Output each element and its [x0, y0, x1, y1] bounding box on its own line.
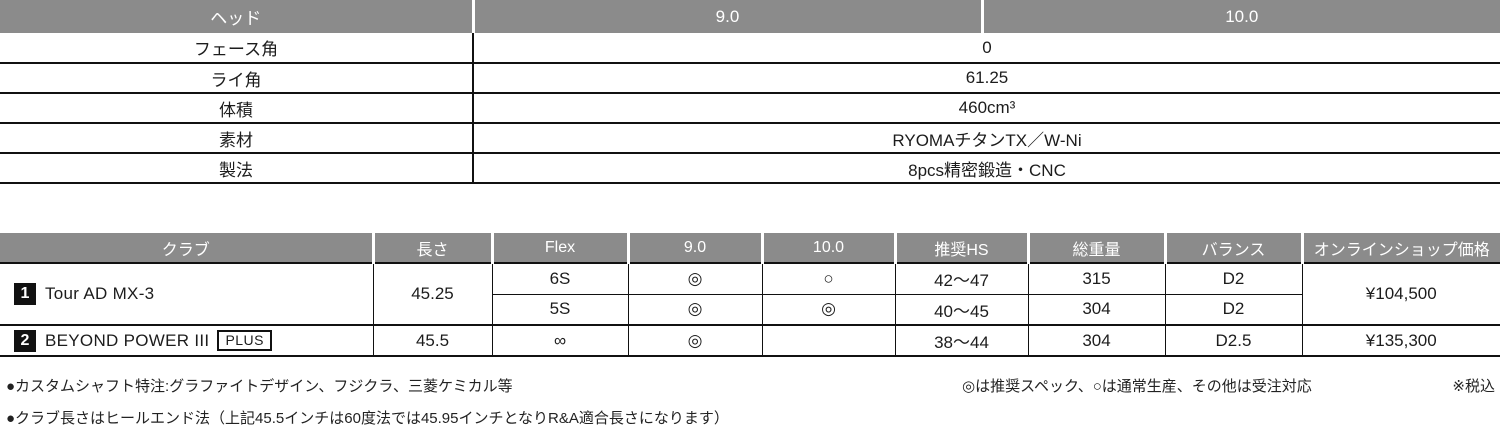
col-header-total-weight: 総重量 — [1026, 233, 1165, 264]
note-tax-included: ※税込 — [1452, 378, 1495, 395]
length-value: 45.25 — [372, 262, 493, 326]
volume-label: 体積 — [0, 93, 474, 124]
club-name: BEYOND POWER III — [45, 330, 210, 350]
flex-value: ∞ — [491, 324, 629, 357]
face-angle-value: 0 — [473, 33, 1500, 64]
balance-value: D2 — [1164, 262, 1303, 295]
col-header-length: 長さ — [371, 233, 492, 264]
note-custom-shaft: ●カスタムシャフト特注:グラファイトデザイン、フジクラ、三菱ケミカル等 — [6, 378, 513, 395]
note-rating-legend: ◎は推奨スペック、○は通常生産、その他は受注対応 — [962, 378, 1312, 395]
table-row: 製法 8pcs精密鍛造・CNC — [0, 153, 1500, 184]
face-angle-label: フェース角 — [0, 33, 474, 64]
col-header-flex: Flex — [490, 233, 628, 264]
club-name-cell: 2 BEYOND POWER III PLUS — [0, 324, 374, 357]
club-name-cell: 1 Tour AD MX-3 — [0, 262, 374, 326]
club-number-badge: 2 — [14, 329, 36, 352]
recommended-hs-value: 40～45 — [894, 293, 1029, 326]
head-table-header-loft-9: 9.0 — [471, 0, 982, 33]
table-row: 素材 RYOMAチタンTX／W-Ni — [0, 123, 1500, 154]
construction-label: 製法 — [0, 153, 474, 184]
total-weight-value: 304 — [1027, 293, 1166, 326]
col-header-loft-10: 10.0 — [760, 233, 895, 264]
col-header-club: クラブ — [0, 233, 373, 264]
col-header-recommended-hs: 推奨HS — [893, 233, 1028, 264]
table-row: ライ角 61.25 — [0, 63, 1500, 94]
table-row: 2 BEYOND POWER III PLUS 45.5 ∞ ◎ 38～44 3… — [0, 324, 1500, 357]
head-table-header-row: ヘッド 9.0 10.0 — [0, 0, 1500, 33]
construction-value: 8pcs精密鍛造・CNC — [473, 153, 1500, 184]
plus-tag: PLUS — [217, 330, 273, 351]
volume-value: 460cm³ — [473, 93, 1500, 124]
loft9-rating: ◎ — [627, 324, 763, 357]
lie-angle-label: ライ角 — [0, 63, 474, 94]
price-value: ¥135,300 — [1301, 324, 1500, 357]
table-row: フェース角 0 — [0, 33, 1500, 64]
loft10-rating: ◎ — [761, 293, 896, 326]
price-value: ¥104,500 — [1301, 262, 1500, 326]
loft10-rating: ○ — [761, 262, 896, 295]
total-weight-value: 304 — [1027, 324, 1166, 357]
length-value: 45.5 — [372, 324, 493, 357]
head-spec-table: ヘッド 9.0 10.0 フェース角 0 ライ角 61.25 体積 460cm³… — [0, 0, 1500, 184]
col-header-online-shop-price: オンラインショップ価格 — [1300, 233, 1500, 264]
head-table-header-head: ヘッド — [0, 0, 473, 33]
lie-angle-value: 61.25 — [473, 63, 1500, 94]
shaft-spec-table: クラブ 長さ Flex 9.0 10.0 推奨HS 総重量 バランス オンライン… — [0, 233, 1500, 357]
note-club-length: ●クラブ長さはヒールエンド法（上記45.5インチは60度法では45.95インチと… — [6, 410, 729, 427]
total-weight-value: 315 — [1027, 262, 1166, 295]
recommended-hs-value: 38～44 — [894, 324, 1029, 357]
material-label: 素材 — [0, 123, 474, 154]
club-name: Tour AD MX-3 — [45, 284, 155, 303]
material-value: RYOMAチタンTX／W-Ni — [473, 123, 1500, 154]
flex-value: 6S — [491, 262, 629, 295]
loft9-rating: ◎ — [627, 262, 763, 295]
col-header-loft-9: 9.0 — [626, 233, 762, 264]
shaft-table-header-row: クラブ 長さ Flex 9.0 10.0 推奨HS 総重量 バランス オンライン… — [0, 233, 1500, 264]
flex-value: 5S — [492, 293, 629, 326]
recommended-hs-value: 42～47 — [894, 262, 1029, 295]
table-row: 1 Tour AD MX-3 45.25 6S ◎ ○ 42～47 315 D2… — [0, 262, 1500, 326]
balance-value: D2.5 — [1164, 324, 1303, 357]
balance-value: D2 — [1164, 293, 1302, 326]
head-table-header-loft-10: 10.0 — [980, 0, 1500, 33]
loft9-rating: ◎ — [627, 293, 763, 326]
table-row: 体積 460cm³ — [0, 93, 1500, 124]
col-header-balance: バランス — [1163, 233, 1302, 264]
club-number-badge: 1 — [14, 283, 36, 305]
loft10-rating — [761, 324, 896, 357]
